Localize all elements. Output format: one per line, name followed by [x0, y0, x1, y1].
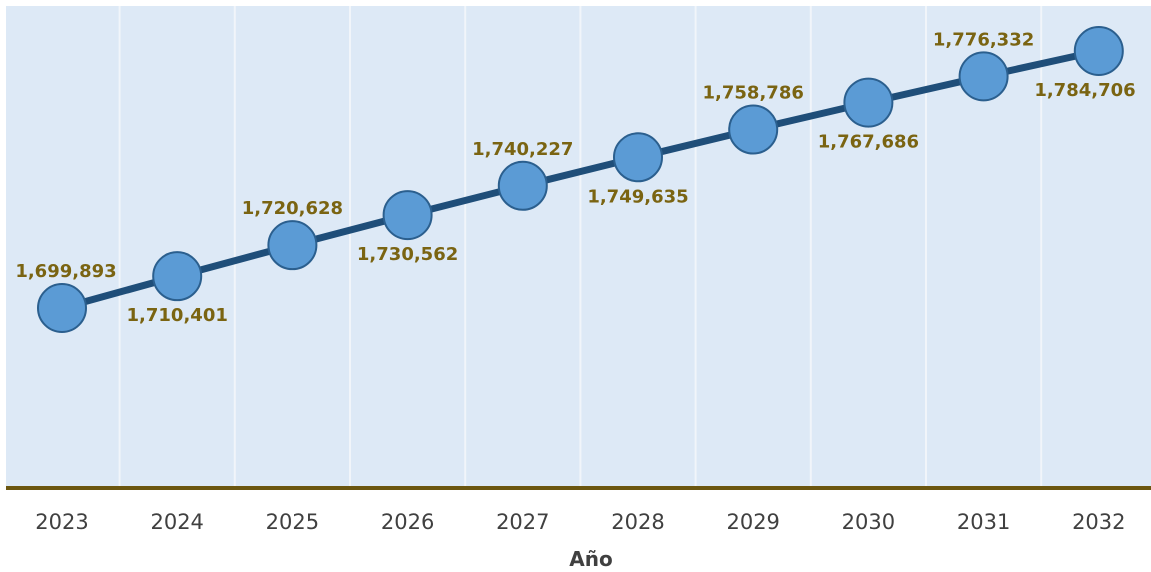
- data-point-2031: [958, 51, 1009, 102]
- x-tick-label-2031: 2031: [957, 510, 1010, 534]
- x-tick-label-2025: 2025: [266, 510, 319, 534]
- data-markers: [37, 26, 1124, 333]
- data-point-2027: [497, 160, 548, 211]
- data-point-2024: [152, 251, 203, 302]
- data-label-2031: 1,776,332: [933, 29, 1034, 50]
- data-point-2025: [267, 220, 318, 271]
- x-tick-label-2024: 2024: [150, 510, 203, 534]
- x-tick-label-2030: 2030: [842, 510, 895, 534]
- data-point-2028: [613, 132, 663, 183]
- x-tick-label-2026: 2026: [381, 510, 434, 534]
- x-tick-label-2029: 2029: [726, 510, 779, 534]
- data-label-2023: 1,699,893: [15, 261, 116, 282]
- x-axis-title: Año: [569, 547, 612, 571]
- data-label-2029: 1,758,786: [703, 83, 804, 104]
- plot-area: [6, 6, 1151, 488]
- data-point-2030: [843, 77, 894, 128]
- x-tick-label-2023: 2023: [35, 510, 88, 534]
- data-label-2030: 1,767,686: [818, 132, 919, 153]
- x-axis-ticks: 2023 2024 2025 2026 2027 2028 2029 2030 2031 2032: [35, 510, 1125, 534]
- x-tick-label-2028: 2028: [611, 510, 664, 534]
- data-label-2026: 1,730,562: [357, 244, 458, 265]
- data-label-2025: 1,720,628: [242, 198, 343, 219]
- data-labels: 1,699,893 1,710,401 1,720,628 1,730,562 1,74…: [15, 29, 1135, 326]
- data-label-2032: 1,784,706: [1034, 80, 1135, 101]
- data-label-2024: 1,710,401: [127, 305, 228, 326]
- series-line: [58, 47, 1103, 312]
- data-point-2029: [728, 104, 779, 155]
- data-point-2023: [37, 283, 87, 333]
- data-point-2026: [382, 190, 433, 241]
- data-label-2027: 1,740,227: [472, 139, 573, 160]
- x-tick-label-2027: 2027: [496, 510, 549, 534]
- data-label-2028: 1,749,635: [587, 186, 688, 207]
- data-point-2032: [1073, 26, 1124, 76]
- x-tick-label-2032: 2032: [1072, 510, 1125, 534]
